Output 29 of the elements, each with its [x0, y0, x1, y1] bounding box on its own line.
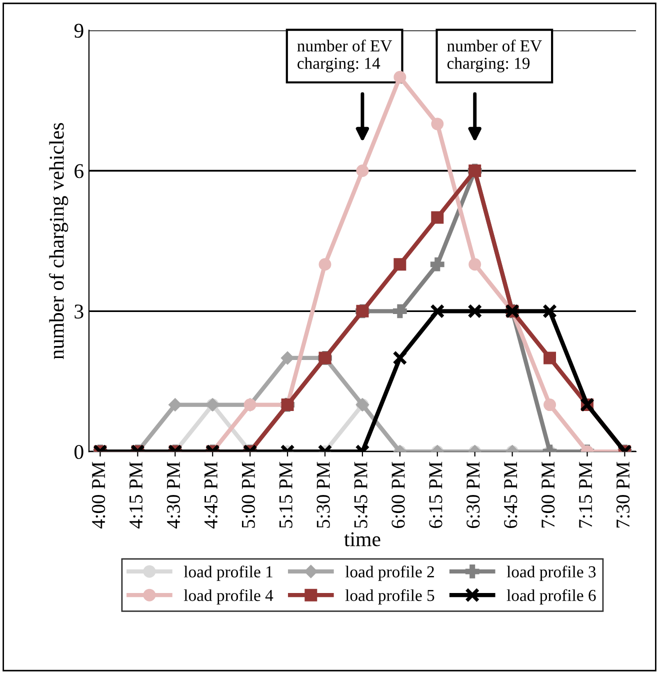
x-tick-label: 7:00 PM — [542, 462, 555, 528]
x-tick-label: 6:00 PM — [392, 462, 405, 528]
x-tick-label: 6:30 PM — [466, 462, 480, 528]
x-tick-label: 7:15 PM — [579, 462, 592, 528]
y-tick-label: 6 — [74, 164, 84, 178]
x-tick-label: 4:15 PM — [130, 462, 143, 528]
legend-label: load profile 5 — [345, 589, 434, 604]
x-tick-label: 7:30 PM — [616, 462, 630, 528]
y-tick-label: 3 — [74, 304, 84, 319]
x-tick-label: 4:00 PM — [92, 462, 106, 528]
x-tick-label: 4:45 PM — [204, 462, 218, 528]
legend-label: load profile 3 — [506, 566, 596, 581]
annotation: number of EV charging: 19 — [447, 40, 542, 72]
x-tick-label: 5:00 PM — [242, 462, 256, 528]
y-tick-label: 9 — [74, 24, 84, 38]
y-tick-label: 0 — [74, 444, 84, 460]
legend-label: load profile 1 — [184, 566, 272, 581]
legend-label: load profile 4 — [184, 589, 274, 604]
x-tick-label: 6:45 PM — [504, 462, 518, 528]
x-tick-label: 5:15 PM — [279, 462, 292, 528]
legend-label: load profile 6 — [506, 589, 596, 604]
annotation: number of EV charging: 14 — [297, 40, 392, 72]
y-axis-title: number of charging vehicles — [48, 123, 68, 360]
x-axis-title: time — [344, 532, 380, 546]
x-tick-label: 5:30 PM — [316, 462, 330, 528]
x-tick-label: 5:45 PM — [354, 462, 368, 528]
legend-label: load profile 2 — [345, 566, 434, 581]
x-tick-label: 4:30 PM — [166, 462, 180, 528]
x-tick-label: 6:15 PM — [429, 462, 442, 528]
